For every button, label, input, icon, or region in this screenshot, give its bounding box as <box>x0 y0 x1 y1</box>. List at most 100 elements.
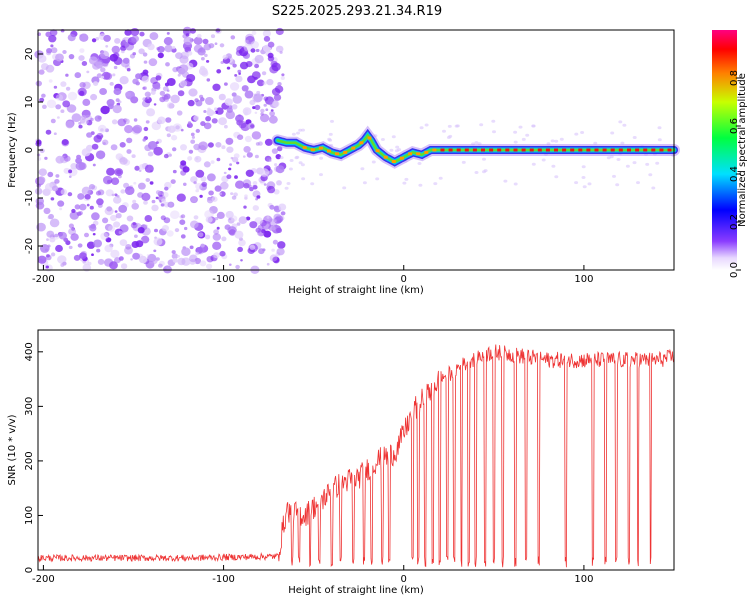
noise-speckle <box>107 103 114 110</box>
noise-speckle <box>180 214 186 219</box>
noise-speckle <box>253 93 263 103</box>
noise-speckle <box>110 249 120 259</box>
noise-speckle <box>134 165 140 171</box>
noise-speckle <box>126 137 133 144</box>
snr-y-label: SNR (10 * v/v) <box>7 414 18 485</box>
noise-speckle <box>158 263 163 268</box>
noise-speckle <box>267 52 274 59</box>
noise-speckle <box>166 89 170 92</box>
noise-speckle <box>254 54 264 64</box>
noise-speckle <box>77 193 85 200</box>
noise-speckle <box>80 118 86 124</box>
noise-speckle <box>171 253 179 260</box>
noise-speckle <box>50 118 56 124</box>
noise-speckle <box>104 207 114 216</box>
y-tick-label: 0 <box>24 147 35 153</box>
snr-background <box>38 330 674 570</box>
noise-speckle <box>104 72 113 80</box>
faint-speckle <box>541 158 546 162</box>
noise-speckle <box>190 220 199 229</box>
faint-speckle <box>433 182 438 186</box>
noise-speckle <box>182 26 192 35</box>
noise-speckle <box>106 206 113 212</box>
snr-y-ticks: 0 100 200 300 400 <box>24 342 43 573</box>
faint-speckle <box>402 181 407 185</box>
noise-speckle <box>240 259 243 262</box>
noise-speckle <box>161 198 167 203</box>
noise-speckle <box>120 263 128 270</box>
noise-speckle <box>111 119 118 125</box>
noise-speckle <box>41 93 46 98</box>
noise-speckle <box>267 185 276 194</box>
noise-speckle <box>99 50 110 60</box>
noise-speckle <box>177 254 180 258</box>
noise-speckle <box>148 58 158 67</box>
noise-speckle <box>159 96 166 103</box>
signal-track-peak <box>529 148 534 152</box>
noise-speckle <box>110 144 118 151</box>
noise-speckle <box>223 171 227 175</box>
noise-speckle <box>133 181 137 185</box>
noise-speckle <box>245 61 253 68</box>
noise-speckle <box>95 37 100 41</box>
noise-speckle <box>238 239 246 247</box>
noise-speckle <box>252 205 259 211</box>
noise-speckle <box>39 97 45 103</box>
faint-speckle <box>461 160 466 164</box>
signal-track-peak <box>554 148 558 152</box>
faint-speckle <box>479 123 484 127</box>
noise-speckle <box>124 125 134 134</box>
noise-speckle <box>80 114 87 120</box>
faint-speckle <box>657 138 662 142</box>
noise-speckle <box>68 227 77 236</box>
noise-speckle <box>206 263 213 270</box>
noise-speckle <box>149 32 159 41</box>
noise-speckle <box>45 265 49 269</box>
x-tick-label: 0 <box>401 574 407 585</box>
faint-speckle <box>482 170 486 174</box>
colorbar-label: Normalized spectral amplitude <box>737 73 748 227</box>
faint-speckle <box>448 134 453 138</box>
noise-speckle <box>183 182 187 186</box>
noise-speckle <box>166 102 175 109</box>
signal-track-peak <box>594 148 599 152</box>
noise-speckle <box>206 78 211 82</box>
noise-speckle <box>35 197 44 206</box>
noise-speckle <box>209 206 218 214</box>
faint-speckle <box>342 186 347 190</box>
noise-speckle <box>84 232 89 238</box>
faint-speckle <box>474 171 479 174</box>
noise-speckle <box>225 137 234 145</box>
noise-speckle <box>100 232 109 240</box>
noise-speckle <box>113 221 121 228</box>
noise-speckle <box>90 117 94 122</box>
noise-speckle <box>132 252 141 260</box>
noise-speckle <box>261 71 267 76</box>
noise-speckle <box>220 181 229 190</box>
noise-speckle <box>100 75 105 79</box>
noise-speckle <box>193 181 197 185</box>
noise-speckle <box>125 91 131 97</box>
noise-speckle <box>254 104 261 111</box>
noise-speckle <box>55 174 60 178</box>
noise-speckle <box>139 31 145 37</box>
noise-speckle <box>43 207 51 215</box>
noise-speckle <box>118 256 124 261</box>
noise-speckle <box>181 80 187 87</box>
signal-track-peak <box>440 148 445 152</box>
noise-speckle <box>211 118 218 124</box>
noise-speckle <box>57 200 65 207</box>
faint-speckle <box>419 126 424 130</box>
noise-speckle <box>37 54 47 63</box>
noise-speckle <box>176 193 186 202</box>
faint-speckle <box>492 130 496 134</box>
noise-speckle <box>131 154 136 159</box>
faint-speckle <box>531 162 536 166</box>
noise-speckle <box>203 161 211 168</box>
noise-speckle <box>36 222 46 232</box>
colorbar-ticks: 0.0 0.2 0.4 0.6 0.8 <box>729 70 741 278</box>
noise-speckle <box>67 91 78 101</box>
noise-speckle <box>177 90 185 97</box>
noise-speckle <box>44 183 55 192</box>
faint-speckle <box>394 149 399 153</box>
